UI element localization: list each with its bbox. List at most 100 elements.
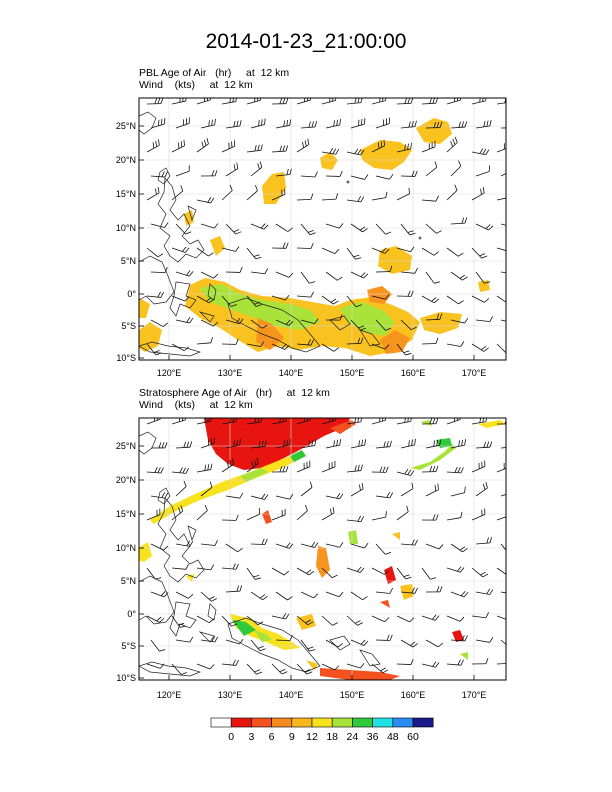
wind-barb: [421, 615, 436, 621]
wind-barb-flag: [432, 465, 436, 472]
wind-barb-flag: [160, 98, 164, 104]
wind-barb: [346, 151, 361, 156]
wind-barb-flag: [282, 613, 287, 619]
wind-barb: [196, 143, 209, 153]
wind-barb-flag: [289, 119, 292, 126]
colorbar-swatch: [352, 717, 373, 728]
wind-barb-flag: [283, 570, 290, 576]
wind-barb-flag: [452, 138, 456, 145]
wind-barb: [296, 510, 308, 521]
wind-barb: [421, 247, 435, 256]
wind-barb: [246, 99, 261, 105]
pbl-field-label: PBL Age of Air (hr) at 12 km: [139, 67, 290, 79]
wind-barb-flag: [461, 635, 465, 641]
pbl-lon-label: 140°E: [279, 368, 304, 378]
wind-barb-flag: [258, 120, 260, 127]
wind-barb-flag: [354, 148, 359, 154]
wind-barb: [400, 444, 415, 449]
wind-barb: [396, 102, 412, 105]
wind-barb-flag: [156, 616, 162, 622]
strat-lat-label: 25°N: [116, 441, 136, 451]
wind-barb-flag: [180, 185, 184, 192]
wind-barb-flag: [410, 98, 414, 104]
wind-barb-flag: [180, 141, 183, 148]
wind-barb-flag: [364, 439, 367, 446]
strat-lon-label: 120°E: [157, 690, 182, 700]
wind-barb-flag: [333, 440, 335, 447]
wind-barb: [321, 198, 336, 201]
wind-barb: [246, 513, 260, 521]
wind-barb: [250, 319, 263, 329]
wind-barb: [221, 145, 235, 153]
wind-barb-flag: [432, 98, 436, 104]
wind-barb-flag: [511, 191, 512, 197]
wind-barb-flag: [335, 193, 339, 200]
wind-barb-flag: [505, 301, 506, 303]
colorbar-swatch: [251, 717, 272, 728]
wind-barb: [496, 102, 506, 105]
wind-barb: [396, 615, 410, 623]
wind-barb-flag: [386, 441, 389, 448]
wind-barb-flag: [235, 231, 242, 235]
wind-barb-flag: [305, 619, 311, 624]
wind-barb-flag: [434, 161, 438, 168]
wind-barb: [171, 510, 184, 521]
wind-barb: [471, 295, 485, 303]
wind-barb-flag: [264, 538, 268, 545]
wind-barb: [221, 421, 236, 425]
wind-barb: [471, 151, 486, 156]
wind-barb: [400, 591, 415, 594]
wind-barb: [196, 99, 211, 105]
wind-barb-flag: [360, 327, 367, 331]
wind-barb: [196, 420, 211, 425]
wind-barb-flag: [309, 281, 316, 284]
wind-barb: [325, 271, 338, 281]
wind-barb: [150, 639, 160, 652]
wind-barb-flag: [332, 506, 335, 513]
wind-barb-flag: [414, 120, 417, 127]
wind-barb: [150, 175, 165, 178]
wind-barb-flag: [484, 281, 491, 284]
wind-barb-flag: [363, 273, 369, 279]
wind-barb: [450, 639, 465, 642]
wind-barb-flag: [233, 120, 236, 127]
wind-barb-flag: [281, 671, 288, 675]
wind-barb-flag: [483, 483, 486, 490]
wind-barb-flag: [214, 636, 219, 643]
wind-barb-flag: [389, 174, 394, 180]
wind-barb-flag: [463, 592, 469, 598]
wind-barb-flag: [261, 493, 266, 499]
wind-barb: [275, 223, 289, 232]
wind-barb-flag: [163, 545, 169, 551]
wind-barb-flag: [213, 273, 219, 279]
wind-barb-flag: [207, 464, 210, 471]
wind-barb-flag: [431, 297, 437, 302]
wind-barb: [171, 567, 186, 570]
colorbar-label: 0: [228, 731, 234, 743]
wind-barb-flag: [232, 659, 236, 666]
wind-barb: [425, 444, 440, 449]
wind-barb-flag: [285, 242, 289, 249]
wind-barb-flag: [284, 344, 290, 350]
wind-barb-flag: [436, 586, 440, 593]
wind-barb-flag: [515, 441, 517, 447]
wind-barb: [475, 639, 490, 643]
wind-barb: [471, 192, 485, 201]
wind-barb-flag: [357, 196, 362, 202]
wind-barb-flag: [406, 505, 409, 512]
wind-barb: [500, 319, 506, 322]
wind-barb-flag: [435, 418, 439, 424]
wind-barb-flag: [282, 242, 286, 249]
wind-barb-flag: [189, 271, 194, 277]
wind-barb: [496, 567, 506, 575]
wind-barb-flag: [385, 327, 392, 331]
wind-barb: [275, 495, 290, 500]
wind-barb-flag: [214, 223, 219, 229]
wind-barb-flag: [259, 594, 266, 599]
wind-barb: [321, 567, 333, 578]
wind-barb: [375, 543, 386, 555]
wind-barb-flag: [307, 621, 314, 626]
wind-barb-flag: [458, 252, 464, 257]
wind-barb-flag: [439, 586, 443, 593]
wind-barb-flag: [286, 542, 291, 548]
